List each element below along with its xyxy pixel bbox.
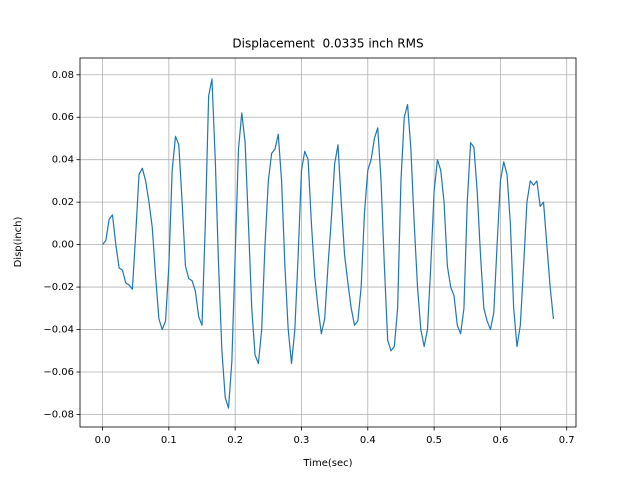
x-axis-label: Time(sec) bbox=[302, 458, 352, 469]
x-tick-label: 0.3 bbox=[294, 435, 310, 446]
y-tick-label: −0.04 bbox=[43, 325, 74, 336]
x-tick-label: 0.2 bbox=[227, 435, 243, 446]
y-tick-label: 0.08 bbox=[52, 70, 74, 81]
x-tick-label: 0.0 bbox=[95, 435, 111, 446]
x-tick-label: 0.1 bbox=[161, 435, 177, 446]
y-tick-label: 0.02 bbox=[52, 197, 74, 208]
x-tick-label: 0.5 bbox=[426, 435, 442, 446]
y-tick-label: 0.00 bbox=[52, 240, 74, 251]
chart-title: Displacement 0.0335 inch RMS bbox=[232, 37, 423, 51]
plot-frame bbox=[79, 57, 577, 428]
x-tick-label: 0.7 bbox=[559, 435, 575, 446]
y-tick-label: −0.08 bbox=[43, 409, 74, 420]
y-tick-label: −0.02 bbox=[43, 282, 74, 293]
data-line bbox=[102, 78, 555, 409]
x-tick-label: 0.4 bbox=[360, 435, 376, 446]
y-tick-label: 0.04 bbox=[52, 155, 74, 166]
y-axis-label: Disp(inch) bbox=[13, 217, 24, 268]
y-tick-label: 0.06 bbox=[52, 112, 74, 123]
y-tick-label: −0.06 bbox=[43, 367, 74, 378]
x-tick-label: 0.6 bbox=[492, 435, 508, 446]
